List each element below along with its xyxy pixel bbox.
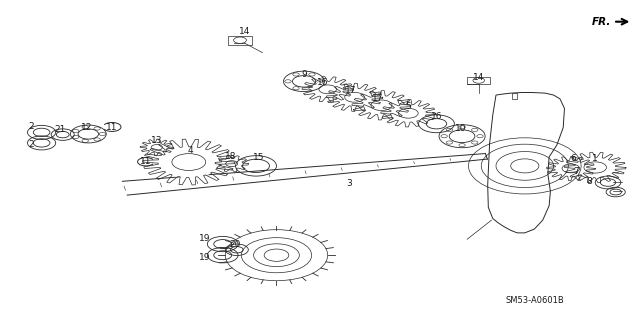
Text: 7: 7 (573, 167, 579, 176)
Text: 15: 15 (253, 153, 264, 162)
Text: 21: 21 (54, 125, 66, 134)
Text: 18: 18 (225, 152, 236, 161)
Text: 2: 2 (28, 122, 33, 131)
Text: 17: 17 (345, 86, 356, 95)
Circle shape (362, 96, 401, 115)
Text: 13: 13 (151, 136, 163, 145)
Circle shape (337, 88, 372, 106)
Text: 16: 16 (431, 112, 442, 121)
Text: 12: 12 (81, 123, 93, 132)
Text: 14: 14 (473, 73, 484, 82)
Text: 3: 3 (346, 179, 351, 188)
Text: 11: 11 (106, 123, 118, 132)
Text: 1: 1 (593, 154, 598, 163)
Circle shape (158, 147, 220, 177)
Circle shape (575, 157, 616, 178)
Circle shape (312, 81, 344, 97)
Text: 11: 11 (140, 157, 152, 166)
Text: 9: 9 (301, 70, 307, 79)
Text: 19: 19 (199, 253, 211, 262)
Circle shape (390, 104, 426, 122)
Circle shape (221, 158, 243, 169)
Text: 19: 19 (199, 234, 211, 243)
Text: 20: 20 (230, 240, 241, 249)
Text: SM53-A0601B: SM53-A0601B (506, 296, 564, 305)
Text: 8: 8 (586, 177, 591, 186)
Circle shape (147, 142, 167, 152)
Text: 14: 14 (239, 27, 250, 36)
Text: 10: 10 (455, 124, 467, 133)
Circle shape (555, 160, 587, 176)
Text: 2: 2 (28, 140, 33, 149)
Text: 17: 17 (372, 94, 383, 103)
Text: 6: 6 (570, 154, 575, 163)
Text: FR.: FR. (592, 17, 611, 27)
Text: 16: 16 (317, 78, 329, 87)
Text: 5: 5 (406, 102, 411, 111)
Text: 4: 4 (188, 146, 193, 155)
